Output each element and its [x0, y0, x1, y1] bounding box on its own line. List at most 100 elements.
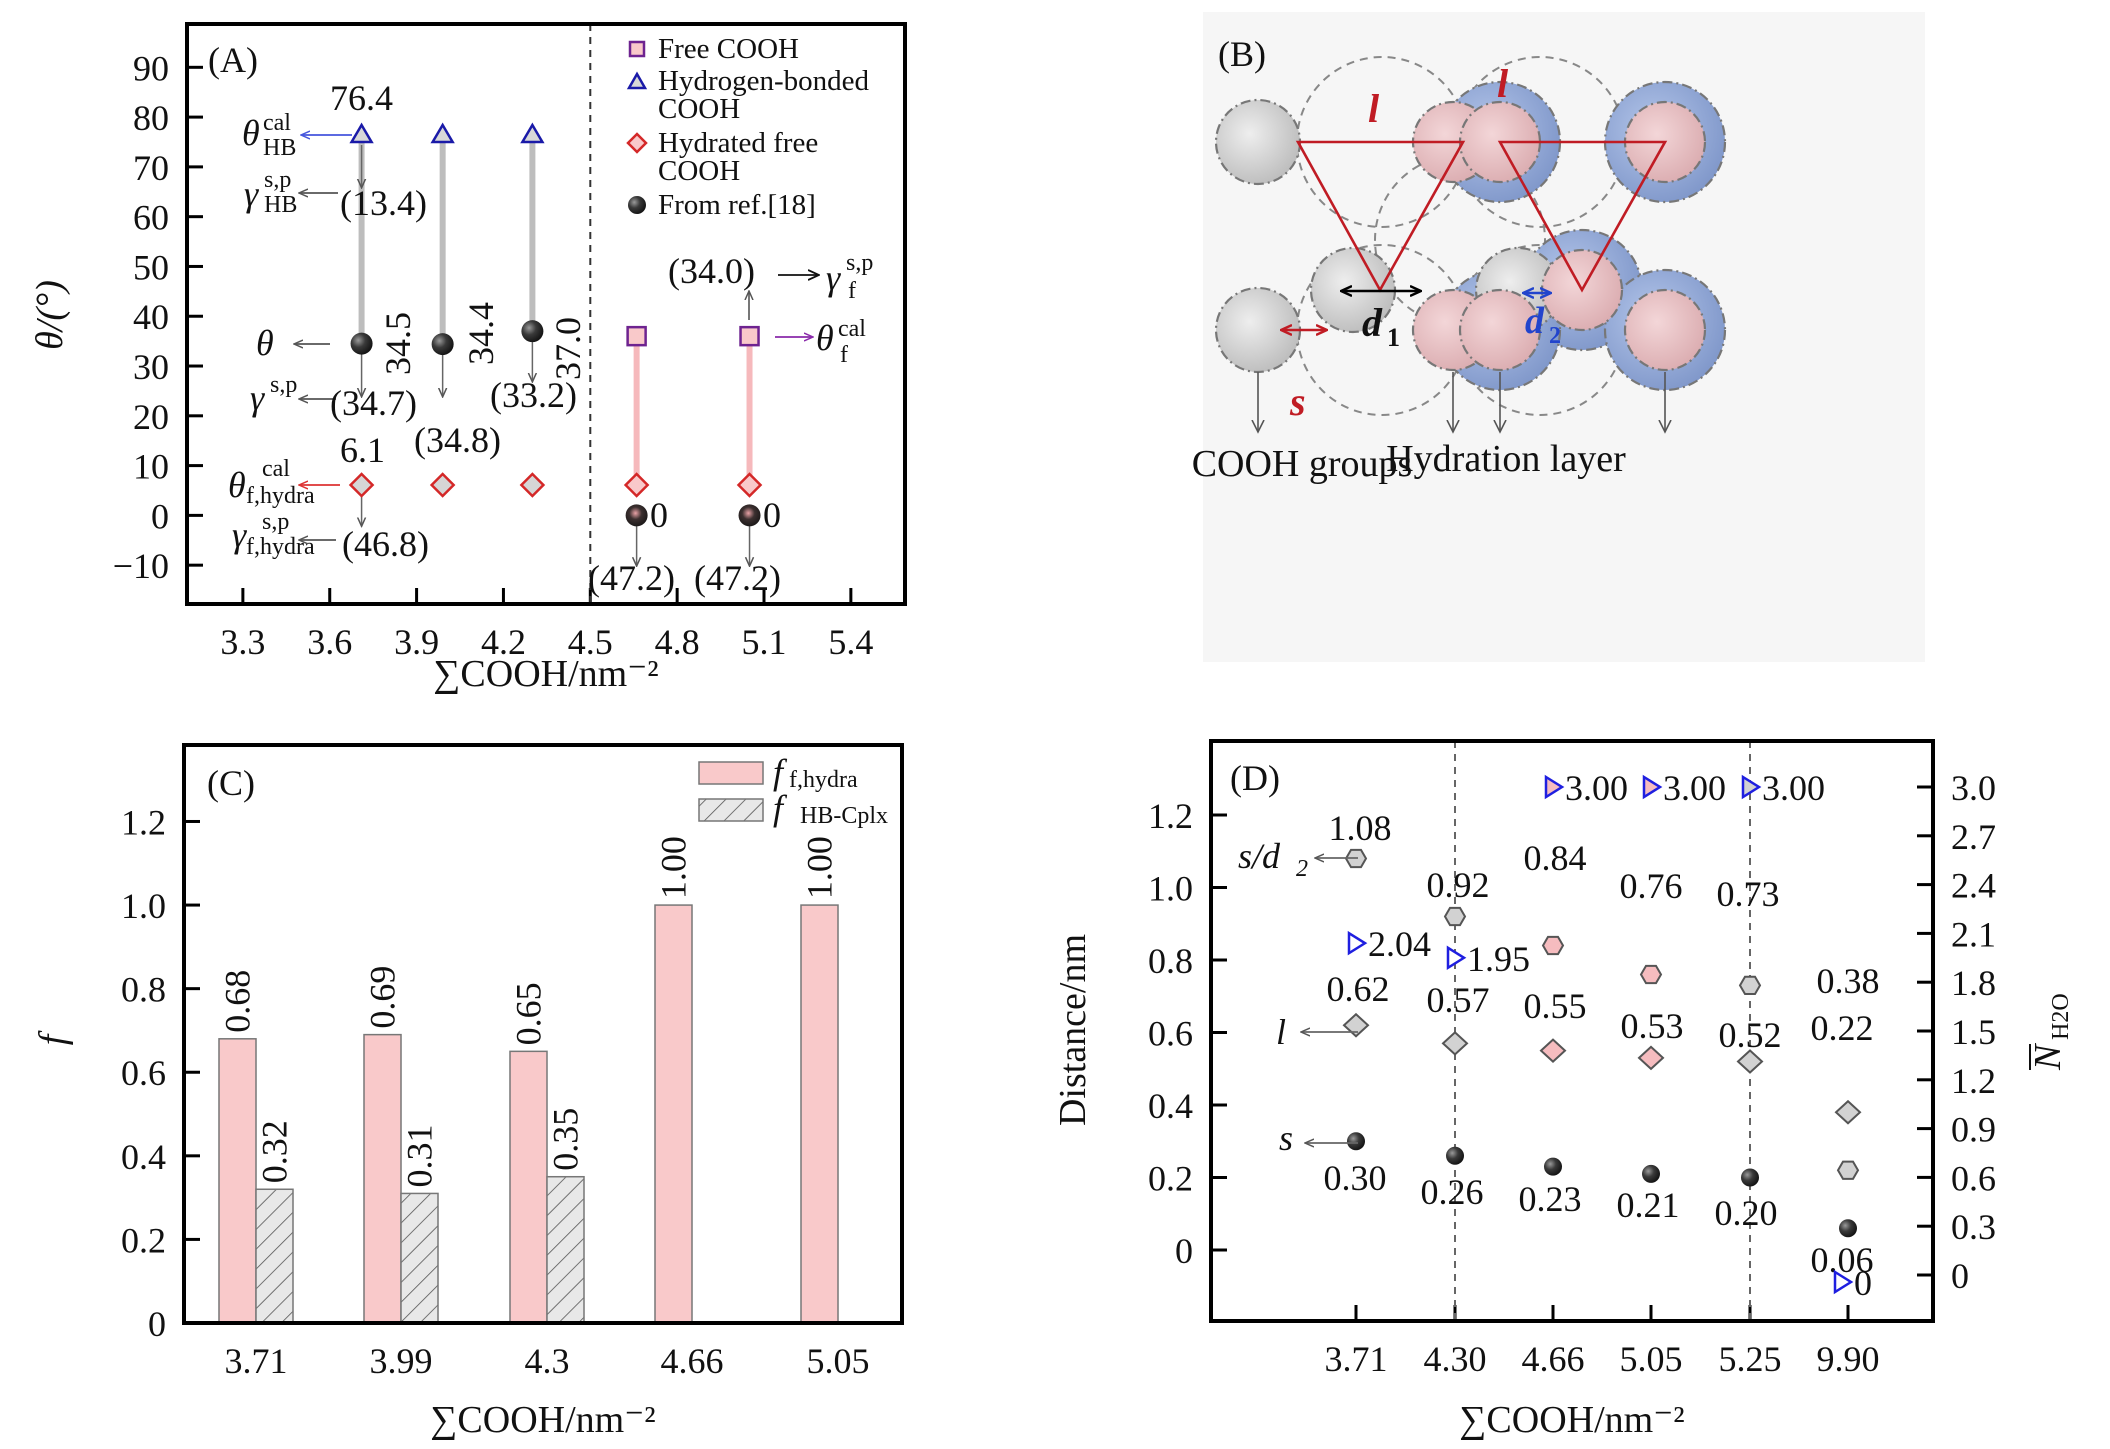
x-tick-label: 5.25 — [1719, 1339, 1782, 1379]
panel-a-label: (A) — [208, 40, 258, 80]
y-tick-label: 10 — [133, 447, 169, 487]
y2-tick-label: 0.6 — [1951, 1158, 1996, 1198]
legend-label-ref: From ref.[18] — [658, 189, 816, 221]
label-gamma-3: (33.2) — [490, 375, 577, 415]
svg-text:H2O: H2O — [2048, 993, 2074, 1040]
x-tick-label: 5.4 — [828, 622, 873, 662]
nh2o-value-label: 3.00 — [1762, 768, 1825, 808]
svg-text:d: d — [1525, 300, 1545, 342]
sd2-hexagon-marker — [1836, 1160, 1860, 1180]
x-tick-label: 4.2 — [481, 622, 526, 662]
label-free-gamma-1: (47.2) — [588, 558, 675, 598]
cooh-group-pink — [1458, 288, 1542, 372]
label-gamma-hydra: γ s,p f,hydra — [232, 509, 315, 560]
label-d2: d 2 — [1525, 300, 1561, 349]
panel-c-frame — [182, 743, 904, 1325]
y2-tick-label: 2.1 — [1951, 914, 1996, 954]
x-tick-label: 3.9 — [394, 622, 439, 662]
svg-text:cal: cal — [263, 110, 291, 136]
panel-c-label: (C) — [207, 763, 255, 803]
sd2-value-label: 0.76 — [1620, 866, 1683, 906]
y-tick-label: 70 — [133, 148, 169, 188]
caption-hydration-layer: Hydration layer — [1386, 438, 1626, 480]
hydrated-diamond-marker — [736, 472, 763, 498]
svg-text:HB: HB — [264, 192, 297, 218]
y-tick-label: 0.8 — [1148, 941, 1193, 981]
l-value-label: 0.38 — [1817, 961, 1880, 1001]
panel-c: 1.2 1.0 0.8 0.6 0.4 0.2 0 3.71 0.68 0.32 3.99 0.69 0… — [32, 743, 904, 1441]
svg-text:γ: γ — [232, 515, 247, 555]
y-tick-label: −10 — [113, 546, 169, 586]
l-diamond-marker — [1736, 1049, 1764, 1074]
svg-text:θ: θ — [242, 113, 260, 153]
bar-f-hb-cplx — [255, 1188, 294, 1324]
panel-b-diagram: (B) l l d 1 d 2 s COOH groups Hydration … — [1192, 12, 1925, 662]
svg-text:f,hydra: f,hydra — [246, 483, 315, 509]
l-value-label: 0.55 — [1524, 986, 1587, 1026]
y-tick-label: 20 — [133, 397, 169, 437]
bar-label-f-hb-cplx: 0.31 — [400, 1124, 440, 1187]
panel-c-legend: f f,hydra f HB-Cplx — [698, 752, 888, 829]
label-theta-f: θ cal f — [816, 316, 866, 368]
hb-triangle-marker — [430, 122, 455, 144]
nh2o-triangle-marker — [1741, 774, 1762, 800]
sd2-hexagon-marker — [1443, 906, 1467, 927]
l-value-label: 0.52 — [1719, 1015, 1782, 1055]
cooh-group-gray — [1214, 98, 1302, 186]
y-tick-label: 1.2 — [1148, 796, 1193, 836]
ref-sphere-marker — [521, 320, 544, 343]
s-sphere-marker — [1544, 1157, 1562, 1176]
panel-d-frame — [1209, 739, 1935, 1323]
hydrated-diamond-marker — [623, 472, 650, 498]
bar-label-f-hydra: 1.00 — [654, 836, 694, 899]
s-value-label: 0.30 — [1324, 1158, 1387, 1198]
panel-a: 90 80 70 60 50 40 30 20 10 0 −10 3.3 3.6 3.9 4.2 4.5 4.8… — [29, 22, 907, 695]
svg-text:N: N — [2027, 1042, 2069, 1071]
label-theta-hb-cal: θ cal HB — [242, 110, 296, 161]
bar-label-f-hydra: 1.00 — [800, 836, 840, 899]
label-free-gamma-2: (47.2) — [694, 558, 781, 598]
l-value-label: 0.53 — [1621, 1006, 1684, 1046]
svg-text:1: 1 — [1387, 323, 1400, 352]
legend-label-free: Free COOH — [658, 33, 799, 65]
ref-sphere-marker — [350, 332, 373, 355]
y2-tick-label: 3.0 — [1951, 768, 1996, 808]
s-sphere-marker — [1446, 1146, 1464, 1165]
label-zero-1: 0 — [650, 495, 668, 535]
x-tick-label: 5.1 — [742, 622, 787, 662]
s-sphere-marker — [1642, 1164, 1660, 1183]
nh2o-value-label: 3.00 — [1565, 768, 1628, 808]
panel-a-xlabel: ∑COOH/nm⁻² — [433, 653, 658, 695]
label-hydra-value: 6.1 — [340, 430, 385, 470]
nh2o-triangle-marker — [1833, 1269, 1854, 1295]
label-l-right: l — [1497, 61, 1509, 106]
svg-text:HB: HB — [263, 135, 296, 161]
svg-text:γ: γ — [244, 174, 259, 214]
bar-f-hydra — [509, 1050, 548, 1324]
legend-f-hb-sub: HB-Cplx — [800, 803, 888, 829]
panel-d: 1.21.00.80.60.40.203.02.72.42.11.81.51.2… — [1052, 739, 2074, 1441]
svg-text:s,p: s,p — [270, 372, 297, 398]
sd2-hexagon-marker — [1738, 975, 1762, 996]
bar-label-f-hydra: 0.69 — [363, 966, 403, 1029]
y-tick-label: 40 — [133, 297, 169, 337]
y-tick-label: 0.8 — [121, 970, 166, 1010]
sd2-value-label: 1.08 — [1329, 808, 1392, 848]
nh2o-triangle-marker — [1347, 930, 1368, 956]
x-tick-label: 5.05 — [807, 1341, 870, 1381]
sd2-value-label: 0.22 — [1811, 1008, 1874, 1048]
nh2o-value-label: 2.04 — [1368, 924, 1431, 964]
y-tick-label: 60 — [133, 198, 169, 238]
label-gamma-1: (34.7) — [330, 383, 417, 423]
x-tick-label: 4.66 — [1522, 1339, 1585, 1379]
ref-sphere-marker — [738, 504, 761, 527]
s-sphere-marker — [1741, 1168, 1759, 1187]
y-tick-label: 0 — [1175, 1231, 1193, 1271]
l-value-label: 0.57 — [1427, 980, 1490, 1020]
l-diamond-marker — [1539, 1038, 1567, 1063]
legend-triangle-icon — [626, 71, 648, 90]
legend-sphere-icon — [628, 196, 646, 214]
svg-text:2: 2 — [1549, 323, 1561, 349]
y-tick-label: 0.4 — [1148, 1086, 1193, 1126]
svg-text:s,p: s,p — [264, 167, 291, 193]
